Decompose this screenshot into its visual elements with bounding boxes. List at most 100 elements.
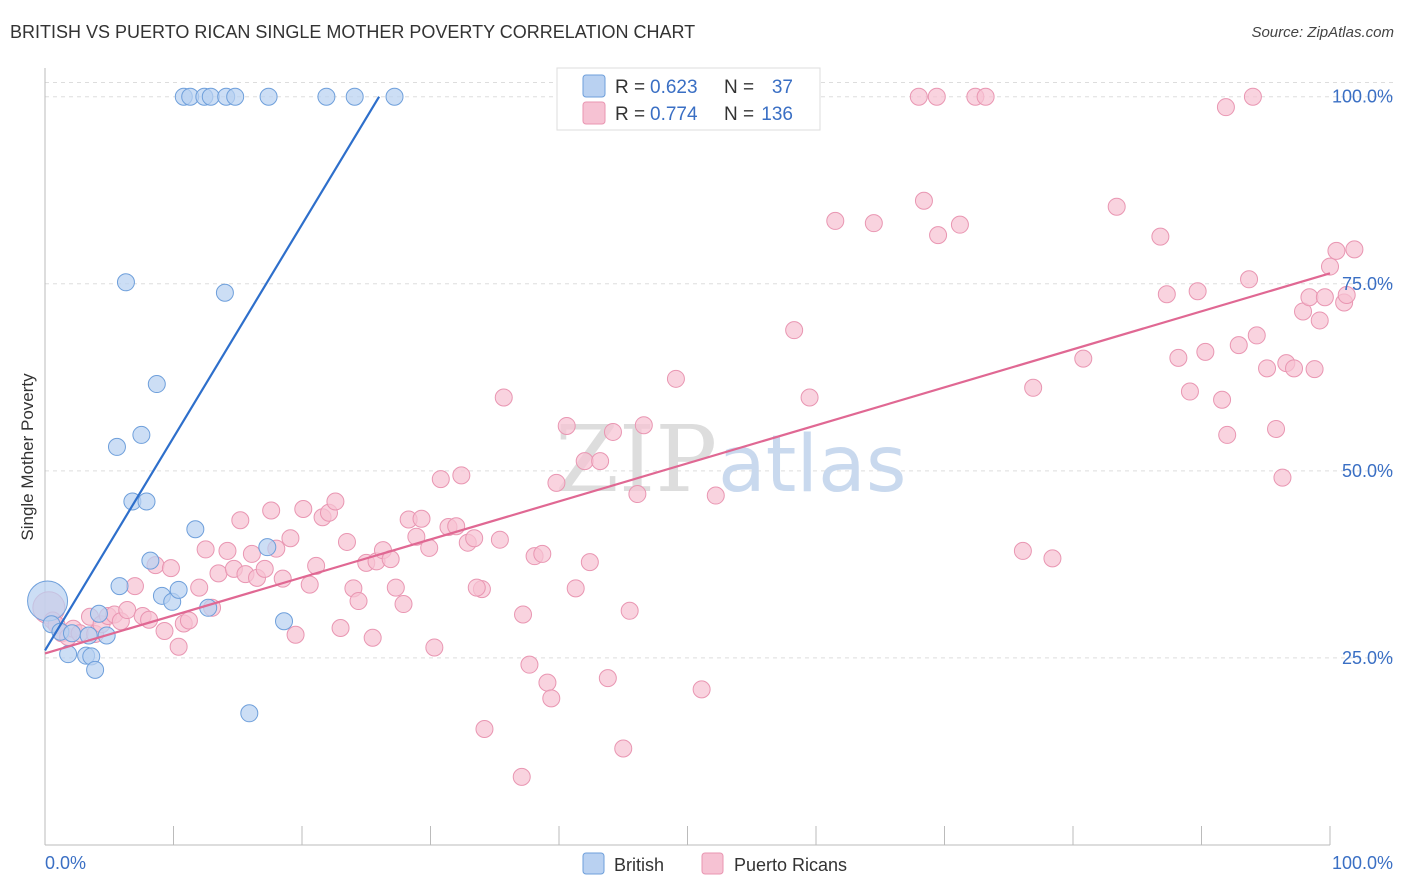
pr-point xyxy=(307,556,326,575)
pr-point xyxy=(281,529,300,548)
british-swatch xyxy=(582,74,606,98)
x-tick-label-min: 0.0% xyxy=(45,853,86,873)
pr-point xyxy=(1157,285,1176,304)
legend-british-swatch xyxy=(582,852,605,875)
pr-point xyxy=(1267,419,1286,438)
british-point xyxy=(137,492,156,511)
source-label: Source: ZipAtlas.com xyxy=(1251,24,1394,41)
british-point xyxy=(345,87,364,106)
pr-point xyxy=(209,564,228,583)
british-point xyxy=(259,87,278,106)
british-point xyxy=(132,425,151,444)
pr-point xyxy=(1229,336,1248,355)
pr-point xyxy=(1243,87,1262,106)
pr-r-label: R = xyxy=(615,104,645,125)
british-point xyxy=(385,87,404,106)
puerto-rican-trendline xyxy=(44,272,1331,655)
british-point xyxy=(275,612,294,631)
pr-point xyxy=(169,637,188,656)
pr-point xyxy=(566,579,585,598)
x-tick-label-max: 100.0% xyxy=(1332,853,1393,873)
pr-n-label: N = xyxy=(724,104,754,125)
pr-point xyxy=(1169,348,1188,367)
watermark-atlas: atlas xyxy=(718,420,907,510)
x-tick-marks xyxy=(44,826,1331,845)
pr-point xyxy=(1180,382,1199,401)
pr-point xyxy=(826,211,845,230)
british-r-value: 0.623 xyxy=(650,77,698,98)
pr-point xyxy=(575,452,594,471)
pr-point xyxy=(1327,241,1346,260)
pr-point xyxy=(425,638,444,657)
pr-point xyxy=(465,529,484,548)
pr-point xyxy=(628,485,647,504)
british-point xyxy=(226,87,245,106)
pr-point xyxy=(620,601,639,620)
pr-point xyxy=(1247,326,1266,345)
pr-point xyxy=(407,527,426,546)
pr-point xyxy=(706,486,725,505)
pr-point xyxy=(242,544,261,563)
pr-point xyxy=(475,720,494,739)
trend-lines xyxy=(44,96,1331,655)
pr-point xyxy=(1218,425,1237,444)
pr-point xyxy=(1107,197,1126,216)
legend-british-label: British xyxy=(614,855,664,875)
british-points xyxy=(27,87,404,723)
british-n-value: 37 xyxy=(772,77,793,98)
pr-point xyxy=(118,601,137,620)
pr-point xyxy=(1213,390,1232,409)
pr-point xyxy=(692,680,711,699)
pr-point xyxy=(1043,549,1062,568)
pr-point xyxy=(394,595,413,614)
british-point xyxy=(62,624,81,643)
pr-point xyxy=(514,605,533,624)
pr-point xyxy=(431,470,450,489)
puerto-rican-points xyxy=(32,87,1364,786)
british-point xyxy=(110,577,129,596)
pr-point xyxy=(614,739,633,758)
pr-point xyxy=(1345,240,1364,259)
british-point xyxy=(169,580,188,599)
pr-point xyxy=(1337,286,1356,305)
pr-point xyxy=(1196,342,1215,361)
pr-point xyxy=(386,578,405,597)
pr-point xyxy=(337,532,356,551)
pr-point xyxy=(294,500,313,519)
pr-point xyxy=(914,191,933,210)
british-point xyxy=(215,283,234,302)
pr-point xyxy=(218,541,237,560)
pr-point xyxy=(161,559,180,578)
british-point xyxy=(27,580,69,622)
y-tick-label: 75.0% xyxy=(1342,274,1393,294)
pr-point xyxy=(927,87,946,106)
pr-point xyxy=(557,416,576,435)
british-point xyxy=(107,437,126,456)
pr-point xyxy=(1013,541,1032,560)
y-tick-label: 50.0% xyxy=(1342,461,1393,481)
pr-point xyxy=(1074,349,1093,368)
pr-point xyxy=(179,611,198,630)
pr-point xyxy=(598,669,617,688)
pr-point xyxy=(800,388,819,407)
stats-box: R = 0.623 N = 37 R = 0.774 N = 136 xyxy=(556,67,821,131)
pr-point xyxy=(262,501,281,520)
pr-point xyxy=(785,321,804,340)
pr-point xyxy=(1151,227,1170,246)
legend-pr-swatch xyxy=(701,852,724,875)
pr-point xyxy=(452,466,471,485)
pr-point xyxy=(909,87,928,106)
pr-point xyxy=(634,416,653,435)
pr-point xyxy=(125,577,144,596)
legend: British Puerto Ricans xyxy=(582,852,847,875)
pr-point xyxy=(1273,468,1292,487)
pr-point xyxy=(255,559,274,578)
pr-point xyxy=(1216,98,1235,117)
pr-point xyxy=(412,509,431,528)
pr-point xyxy=(467,578,486,597)
pr-point xyxy=(547,473,566,492)
pr-point xyxy=(1024,378,1043,397)
pr-point xyxy=(666,369,685,388)
pr-point xyxy=(1310,311,1329,330)
